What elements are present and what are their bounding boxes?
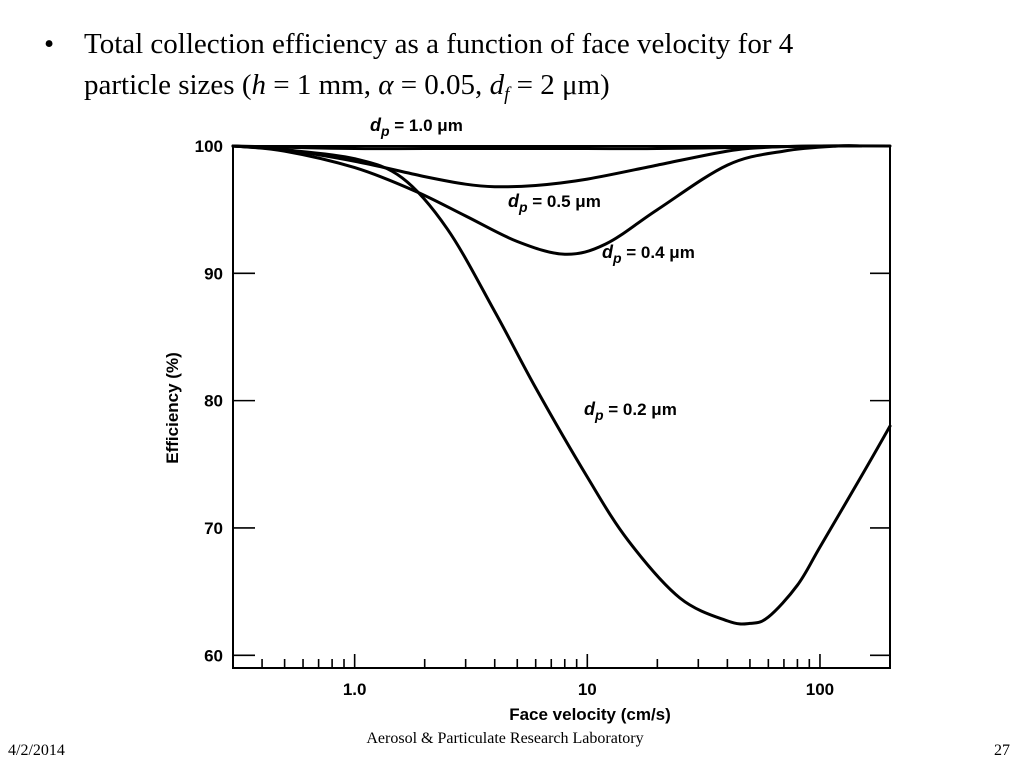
series-line-2 xyxy=(231,144,863,189)
x-tick-label: 1.0 xyxy=(343,680,367,699)
y-tick-label: 100 xyxy=(195,137,223,156)
series-line-4 xyxy=(231,144,892,626)
bullet-dot: • xyxy=(44,28,55,60)
series-line-3 xyxy=(231,144,863,256)
footer-page-number: 27 xyxy=(994,742,1010,759)
y-axis-label: Efficiency (%) xyxy=(163,352,182,463)
x-axis-label: Face velocity (cm/s) xyxy=(509,705,671,724)
x-tick-label: 100 xyxy=(806,680,834,699)
alpha-value: = 0.05, xyxy=(393,69,490,101)
y-tick-label: 90 xyxy=(204,264,223,283)
footer-date: 4/2/2014 xyxy=(8,742,65,759)
alpha-symbol: α xyxy=(378,69,394,101)
footer-lab-name: Aerosol & Particulate Research Laborator… xyxy=(366,730,644,747)
caption-line-1: Total collection efficiency as a functio… xyxy=(84,28,794,60)
caption-line-2-start: particle sizes ( xyxy=(84,69,252,101)
h-value: = 1 mm, xyxy=(265,69,379,101)
df-value: = 2 μm) xyxy=(509,69,610,101)
slide-caption: Total collection efficiency as a functio… xyxy=(84,24,984,115)
minor-ticks xyxy=(232,654,891,668)
plot-frame xyxy=(232,145,891,669)
h-symbol: h xyxy=(251,69,266,101)
plot-border xyxy=(232,145,891,669)
series-label-2: dp = 0.5 μm xyxy=(508,191,601,215)
y-tick-label: 70 xyxy=(204,519,223,538)
d-symbol: d xyxy=(489,69,505,101)
bullet-point: • Total collection efficiency as a funct… xyxy=(44,24,984,115)
f-subscript: f xyxy=(504,84,510,105)
series-label-1: dp = 1.0 μm xyxy=(370,115,463,139)
series-label-3: dp = 0.4 μm xyxy=(602,242,695,266)
series-labels: dp = 1.0 μm dp = 0.5 μm dp = 0.4 μm dp = 0.… xyxy=(370,115,695,423)
series-label-4: dp = 0.2 μm xyxy=(584,399,677,423)
x-tick-label: 10 xyxy=(578,680,597,699)
x-axis-ticks: 1.0 10 100 xyxy=(343,680,834,699)
y-tick-label: 80 xyxy=(204,392,223,411)
y-axis-ticks: 60 70 80 90 100 xyxy=(195,137,890,665)
y-tick-label: 60 xyxy=(204,646,223,665)
series-lines xyxy=(231,144,892,626)
